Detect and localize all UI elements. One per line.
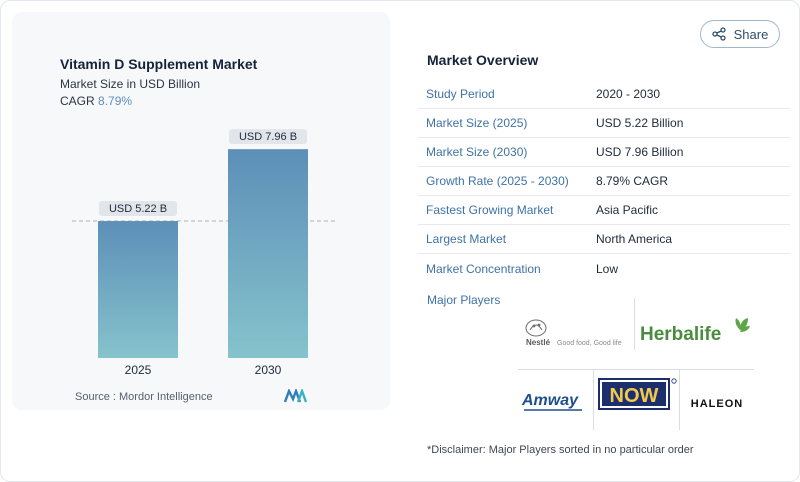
amway-logo-icon: Amway	[521, 392, 582, 411]
x-tick-label: 2030	[255, 363, 282, 377]
haleon-logo: HALEON	[681, 384, 754, 420]
bar-2025	[98, 221, 178, 358]
share-label: Share	[733, 26, 769, 42]
divider	[634, 298, 635, 350]
data-label: USD 7.96 B	[239, 131, 297, 143]
herbalife-logo: Herbalife	[640, 312, 754, 352]
nestle-tagline: Good food, Good life	[557, 340, 622, 347]
major-players-title: Major Players	[427, 293, 501, 307]
cagr-label: CAGR	[60, 94, 95, 108]
overview-row-largest-market: Largest Market North America	[418, 225, 790, 254]
row-value: North America	[596, 232, 673, 246]
overview-row-size-2025: Market Size (2025) USD 5.22 Billion	[418, 109, 790, 138]
chart-source: Source : Mordor Intelligence	[75, 391, 213, 403]
row-label: Fastest Growing Market	[426, 203, 554, 217]
herbalife-logo-icon: Herbalife	[640, 318, 750, 345]
row-value: USD 7.96 Billion	[596, 145, 684, 159]
row-value: USD 5.22 Billion	[596, 116, 684, 130]
chart-subtitle: Market Size in USD Billion	[60, 77, 201, 91]
chart-title: Vitamin D Supplement Market	[60, 56, 258, 72]
overview-row-concentration: Market Concentration Low	[418, 254, 790, 283]
divider	[518, 369, 754, 370]
haleon-logo-icon: HALEON	[691, 398, 743, 410]
bar-chart: USD 5.22 B 2025 USD 7.96 B 2030	[72, 129, 338, 377]
row-label: Market Size (2030)	[426, 145, 528, 159]
cagr-value: 8.79%	[98, 94, 133, 108]
overview-table: Study Period 2020 - 2030 Market Size (202…	[418, 80, 790, 283]
data-label-bg	[229, 129, 307, 145]
row-label: Market Size (2025)	[426, 116, 528, 130]
row-value: Asia Pacific	[596, 203, 659, 217]
disclaimer: *Disclaimer: Major Players sorted in no …	[427, 444, 694, 456]
bar-2030	[228, 149, 308, 358]
nestle-name: Nestlé	[526, 338, 551, 347]
row-label: Growth Rate (2025 - 2030)	[426, 174, 569, 188]
now-name: NOW	[610, 385, 659, 407]
overview-row-growth-rate: Growth Rate (2025 - 2030) 8.79% CAGR	[418, 167, 790, 196]
overview-title: Market Overview	[427, 52, 539, 68]
now-logo-icon: NOW	[598, 378, 677, 410]
herbalife-name: Herbalife	[640, 324, 721, 345]
divider	[679, 370, 680, 430]
row-label: Study Period	[426, 87, 495, 101]
amway-name: Amway	[521, 392, 579, 409]
nestle-logo: Nestlé Good food, Good life	[518, 312, 632, 352]
now-logo: NOW	[595, 374, 679, 414]
chart-card	[12, 12, 390, 410]
data-label: USD 5.22 B	[109, 203, 167, 215]
major-players-logos: Nestlé Good food, Good life Herbalife Am…	[518, 298, 754, 430]
overview-row-fastest-growing: Fastest Growing Market Asia Pacific	[418, 196, 790, 225]
haleon-name: HALEON	[691, 398, 743, 410]
row-label: Largest Market	[426, 232, 507, 246]
share-icon	[711, 27, 726, 41]
row-value: Low	[596, 261, 619, 276]
overview-row-size-2030: Market Size (2030) USD 7.96 Billion	[418, 138, 790, 167]
overview-row-study-period: Study Period 2020 - 2030	[418, 80, 790, 109]
mordor-logo-icon	[284, 389, 308, 403]
row-value: 8.79% CAGR	[596, 174, 669, 188]
data-label-bg	[99, 201, 177, 217]
x-tick-label: 2025	[125, 363, 152, 377]
row-value: 2020 - 2030	[596, 87, 661, 101]
share-button[interactable]: Share	[700, 20, 780, 48]
bars-layer: USD 5.22 B 2025 USD 7.96 B 2030	[72, 129, 338, 377]
row-label: Market Concentration	[426, 261, 541, 276]
cagr-line: CAGR 8.79%	[60, 94, 132, 108]
nestle-logo-icon: Nestlé Good food, Good life	[525, 319, 622, 347]
amway-logo: Amway	[518, 378, 590, 422]
divider	[593, 370, 594, 430]
